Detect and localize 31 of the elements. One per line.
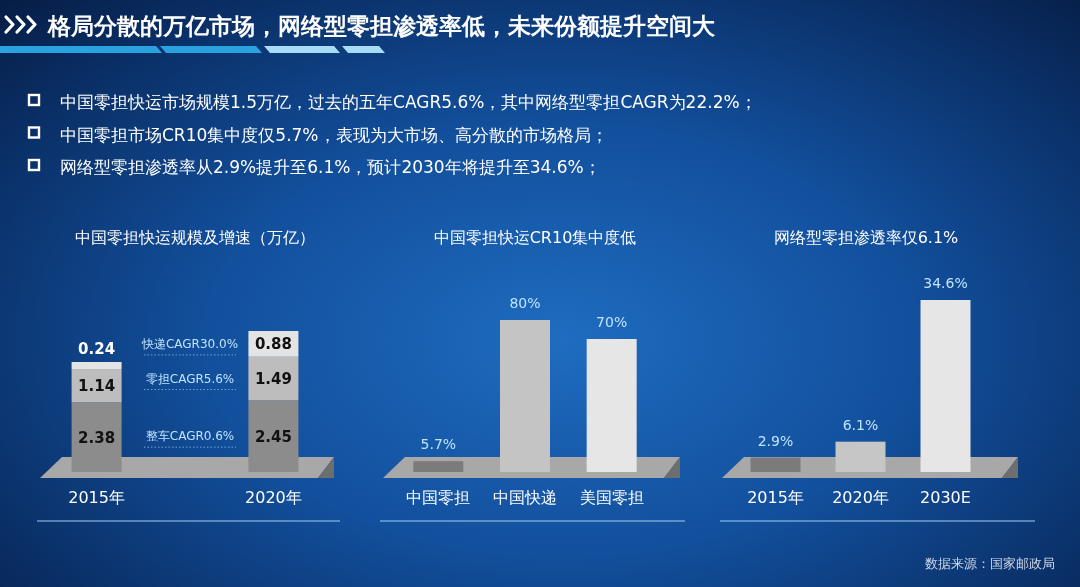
data-label: 6.1%	[842, 416, 879, 433]
text: 网络型零担渗透率从2.9%提升至6.1%，预计2030年将提升至34.6%；	[60, 157, 601, 177]
chart-title: 中国零担快运CR10集中度低	[433, 228, 637, 247]
data-label: 70%	[596, 314, 628, 330]
data-label: 0.24	[78, 340, 116, 359]
x-tick-label: 2020年	[245, 488, 302, 507]
data-label: 80%	[509, 295, 541, 311]
x-tick-label: 2015年	[68, 488, 125, 507]
x-tick-label: 中国快递	[493, 488, 557, 507]
x-tick-label: 美国零担	[579, 488, 644, 507]
x-tick-label: 2030E	[920, 488, 971, 507]
chart-title: 中国零担快运规模及增速（万亿）	[75, 228, 315, 247]
data-label: 1.49	[254, 370, 292, 389]
x-tick-label: 2020年	[832, 488, 889, 507]
data-label: 0.88	[254, 335, 292, 354]
data-label: 5.7%	[420, 436, 457, 453]
x-tick-label: 2015年	[747, 488, 804, 507]
data-label: 34.6%	[923, 275, 968, 291]
text: 中国零担快运市场规模1.5万亿，过去的五年CAGR5.6%，其中网络型零担CAGR为22.2%；	[60, 92, 757, 112]
x-tick-label: 中国零担	[406, 488, 471, 507]
text: 中国零担市场CR10集中度仅5.7%，表现为大市场、高分散的市场格局；	[60, 124, 608, 145]
data-label: 2.45	[254, 427, 292, 446]
text: 格局分散的万亿市场，网络型零担渗透率低，未来份额提升空间大	[47, 13, 716, 39]
series-label: 快递CAGR30.0%	[140, 336, 239, 351]
data-label: 2.9%	[757, 432, 794, 449]
series-label: 整车CAGR0.6%	[145, 429, 235, 444]
data-label: 1.14	[78, 377, 116, 396]
series-label: 零担CAGR5.6%	[145, 371, 235, 386]
source-note: 数据来源：国家邮政局	[925, 556, 1055, 571]
chart-title: 网络型零担渗透率仅6.1%	[773, 228, 959, 247]
data-label: 2.38	[78, 428, 116, 447]
